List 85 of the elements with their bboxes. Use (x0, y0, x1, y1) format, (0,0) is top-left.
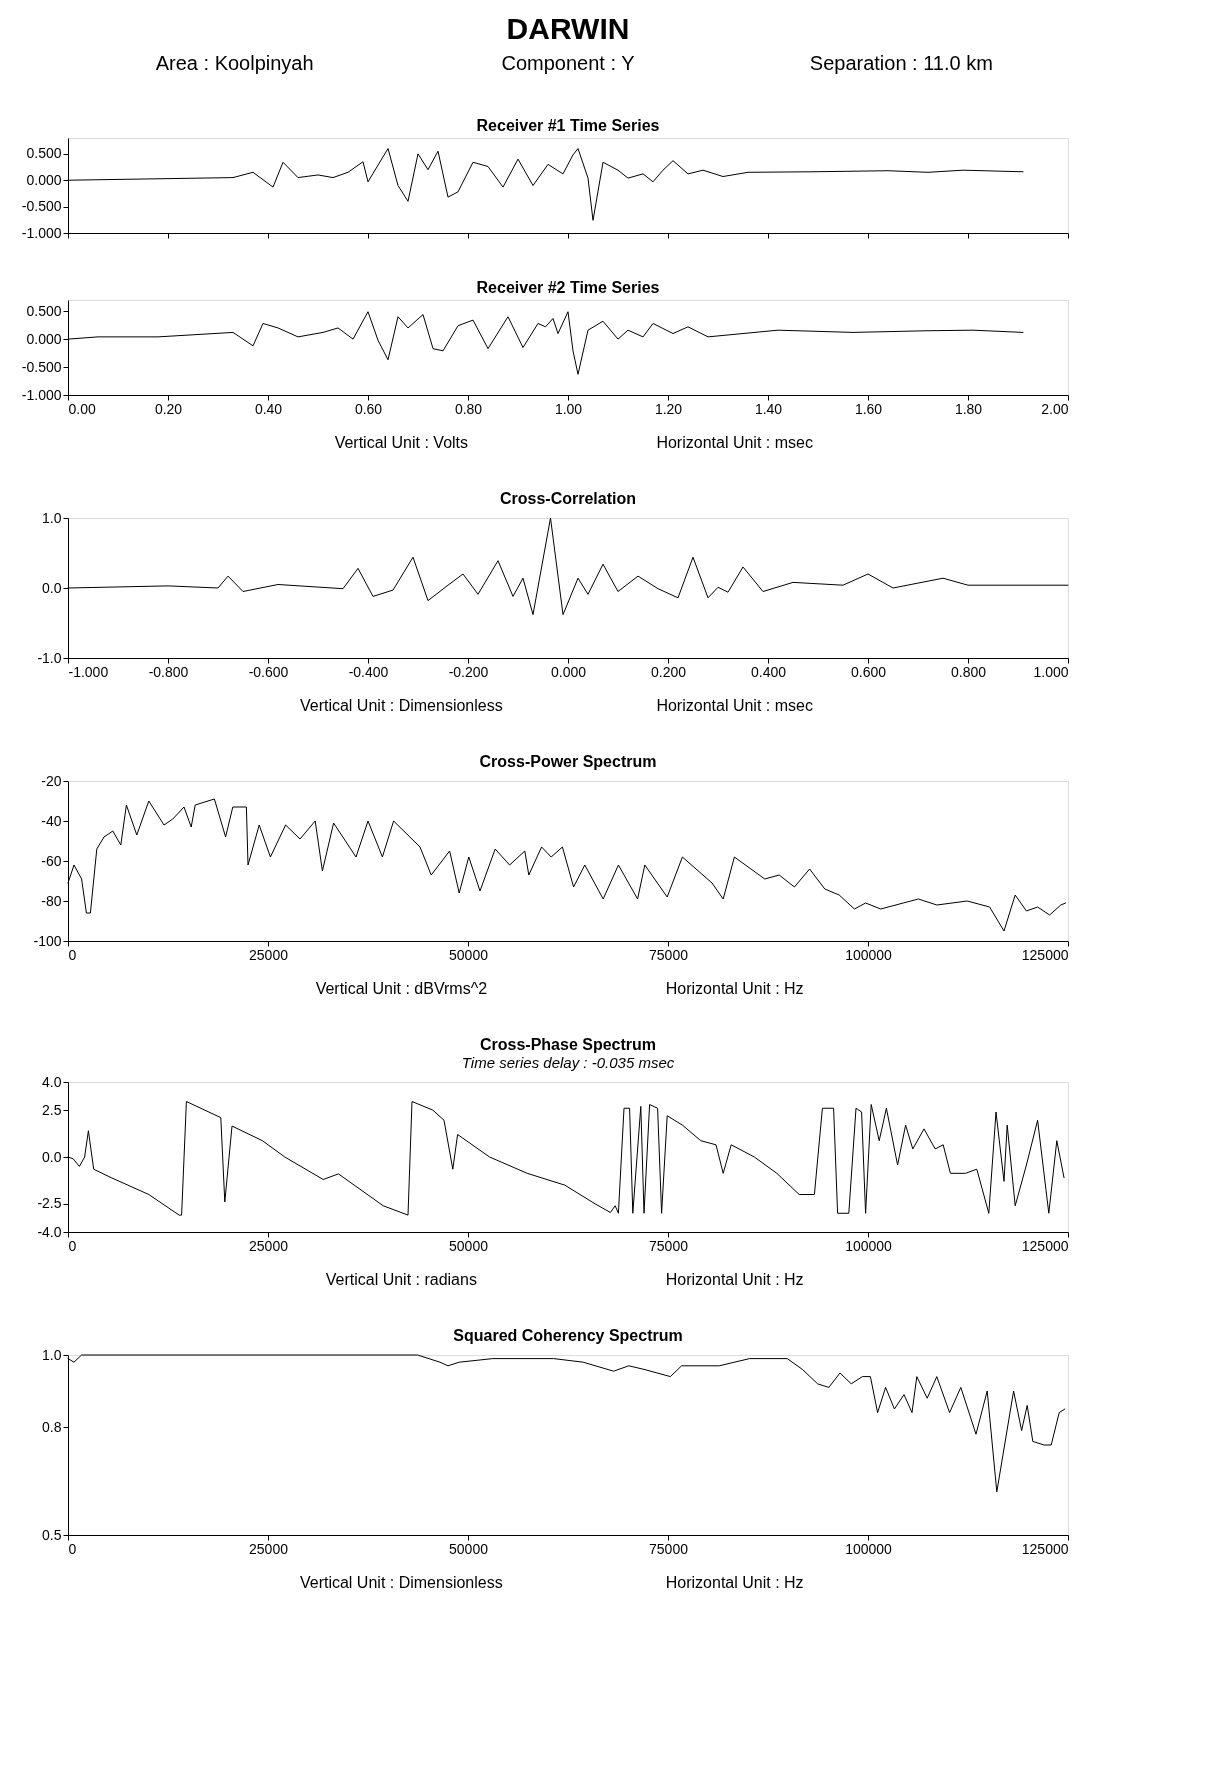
x-tick-label: 50000 (449, 946, 489, 963)
chart-subtitle: Time series delay : -0.035 msec (461, 1054, 675, 1071)
x-tick-label: 75000 (649, 946, 689, 963)
y-tick-label: -40 (41, 812, 62, 829)
x-tick-label: 125000 (1021, 946, 1069, 963)
y-tick-label: -2.5 (37, 1195, 62, 1212)
y-tick-label: 0.500 (26, 302, 62, 319)
x-tick-label: 2.00 (1041, 400, 1069, 417)
x-tick-label: -0.200 (448, 663, 489, 680)
text: Vertical Unit : dBVrms^2 (315, 980, 488, 997)
chart-title: Squared Coherency Spectrum (453, 1327, 683, 1344)
text: Horizontal Unit : msec (656, 697, 813, 714)
text: Vertical Unit : radians (325, 1271, 477, 1288)
text: Area : Koolpinyah (155, 52, 314, 74)
y-tick-label: -80 (41, 892, 62, 909)
y-tick-label: 4.0 (42, 1073, 62, 1090)
x-tick-label: 1.40 (754, 400, 783, 417)
y-tick-label: 0.8 (42, 1418, 62, 1435)
x-tick-label: -0.800 (148, 663, 189, 680)
y-tick-label: -1.0 (37, 649, 62, 666)
x-tick-label: 1.00 (554, 400, 583, 417)
y-tick-label: -1.000 (21, 386, 62, 403)
chart-title: Cross-Correlation (499, 490, 637, 507)
x-tick-label: 100000 (845, 1237, 893, 1254)
x-tick-label: 1.60 (854, 400, 883, 417)
y-tick-label: 0.000 (26, 171, 62, 188)
x-tick-label: 125000 (1021, 1237, 1069, 1254)
x-tick-label: 75000 (649, 1237, 689, 1254)
chart-title: Receiver #1 Time Series (476, 117, 660, 134)
y-tick-label: 0.5 (42, 1526, 62, 1543)
x-tick-label: 25000 (249, 1237, 289, 1254)
x-tick-label: -1.000 (68, 663, 109, 680)
y-tick-label: 0.500 (26, 145, 62, 162)
text: Horizontal Unit : Hz (665, 980, 804, 997)
x-tick-label: 1.000 (1033, 663, 1069, 680)
y-tick-label: 0.0 (42, 579, 62, 596)
x-tick-label: 1.20 (654, 400, 683, 417)
x-tick-label: 0.60 (354, 400, 383, 417)
chart-title: Cross-Phase Spectrum (479, 1036, 657, 1053)
x-tick-label: 0.40 (254, 400, 283, 417)
text: Vertical Unit : Dimensionless (299, 697, 503, 714)
text: Component : Y (501, 52, 635, 74)
x-tick-label: 0.20 (154, 400, 183, 417)
y-tick-label: 0.000 (26, 330, 62, 347)
x-tick-label: -0.400 (348, 663, 389, 680)
y-tick-label: 1.0 (42, 1346, 62, 1363)
text: Vertical Unit : Volts (334, 434, 469, 451)
y-tick-label: -4.0 (37, 1223, 62, 1240)
x-tick-label: 100000 (845, 946, 893, 963)
text: Horizontal Unit : msec (656, 434, 813, 451)
x-tick-label: 125000 (1021, 1540, 1069, 1557)
y-tick-label: -60 (41, 852, 62, 869)
y-tick-label: -1.000 (21, 224, 62, 241)
x-tick-label: 0.800 (950, 663, 987, 680)
x-tick-label: 75000 (649, 1540, 689, 1557)
x-tick-label: 0.600 (850, 663, 887, 680)
x-tick-label: 0 (68, 946, 77, 963)
x-tick-label: 0 (68, 1237, 77, 1254)
text: DARWIN (506, 12, 630, 45)
x-tick-label: 0.200 (650, 663, 687, 680)
x-tick-label: -0.600 (248, 663, 289, 680)
x-tick-label: 0.000 (550, 663, 587, 680)
text: Vertical Unit : Dimensionless (299, 1574, 503, 1591)
y-tick-label: -0.500 (21, 358, 62, 375)
x-tick-label: 0.00 (68, 400, 96, 417)
chart-title: Cross-Power Spectrum (479, 753, 657, 770)
y-tick-label: -0.500 (21, 198, 62, 215)
text: Horizontal Unit : Hz (665, 1271, 804, 1288)
text: Separation : 11.0 km (809, 52, 993, 74)
x-tick-label: 1.80 (954, 400, 983, 417)
x-tick-label: 100000 (845, 1540, 893, 1557)
y-tick-label: 0.0 (42, 1148, 62, 1165)
chart-title: Receiver #2 Time Series (476, 279, 660, 296)
x-tick-label: 50000 (449, 1237, 489, 1254)
x-tick-label: 0.400 (750, 663, 787, 680)
y-tick-label: 2.5 (42, 1101, 62, 1118)
y-tick-label: -20 (41, 772, 62, 789)
y-tick-label: -100 (33, 932, 62, 949)
x-tick-label: 0.80 (454, 400, 483, 417)
x-tick-label: 25000 (249, 946, 289, 963)
x-tick-label: 50000 (449, 1540, 489, 1557)
x-tick-label: 0 (68, 1540, 77, 1557)
text: Horizontal Unit : Hz (665, 1574, 804, 1591)
y-tick-label: 1.0 (42, 509, 62, 526)
x-tick-label: 25000 (249, 1540, 289, 1557)
